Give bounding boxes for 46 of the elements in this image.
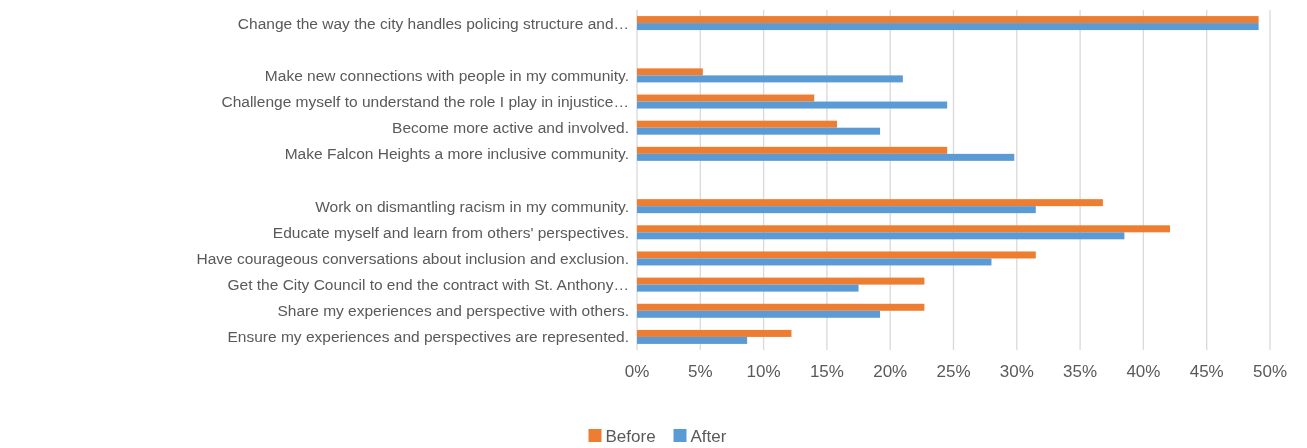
x-tick-label: 0% [624,362,650,381]
y-tick-label: Make Falcon Heights a more inclusive community. [284,145,629,163]
legend-label: After [690,427,727,446]
x-tick-label: 15% [809,362,844,381]
bar [637,225,1170,233]
x-tick-label: 25% [936,362,971,381]
y-tick-label: Educate myself and learn from others' perspectives. [272,223,629,241]
bar [637,75,903,83]
y-tick-label: Work on dismantling racism in my community. [315,197,629,215]
bar [637,258,992,266]
x-tick-label: 30% [999,362,1034,381]
bar [637,68,703,76]
bar [637,127,881,135]
y-tick-label: Change the way the city handles policing structure and… [237,14,629,32]
y-tick-label: Make new connections with people in my community. [264,66,629,84]
bar [637,23,1259,31]
bar [637,16,1259,24]
bar [637,336,748,344]
bar [637,251,1036,259]
x-tick-label: 40% [1126,362,1161,381]
x-tick-label: 50% [1252,362,1288,381]
y-tick-label: Get the City Council to end the contract with St. Anthony… [227,276,629,294]
y-tick-label: Have courageous conversations about inclusion and exclusion. [196,249,629,267]
bar [637,310,881,318]
x-tick-label: 10% [746,362,781,381]
x-tick-label: 20% [873,362,908,381]
y-tick-label: Share my experiences and perspective with others. [277,302,629,320]
x-tick-label: 5% [688,362,713,381]
bar [637,199,1103,207]
legend-label: Before [605,427,656,446]
bar [637,120,838,128]
bar [637,101,948,109]
y-tick-label: Challenge myself to understand the role I play in injustice… [221,92,629,110]
bar [637,277,925,285]
bar [637,153,1015,161]
bar [637,284,859,292]
y-tick-label: Ensure my experiences and perspectives are represented. [227,328,629,346]
bar [637,303,925,311]
y-tick-label: Become more active and involved. [392,119,629,137]
bar [637,232,1125,240]
x-tick-label: 45% [1189,362,1224,381]
bar [637,94,815,102]
bar [637,329,792,337]
bar [637,206,1036,214]
bar [637,146,948,154]
x-tick-label: 35% [1063,362,1098,381]
